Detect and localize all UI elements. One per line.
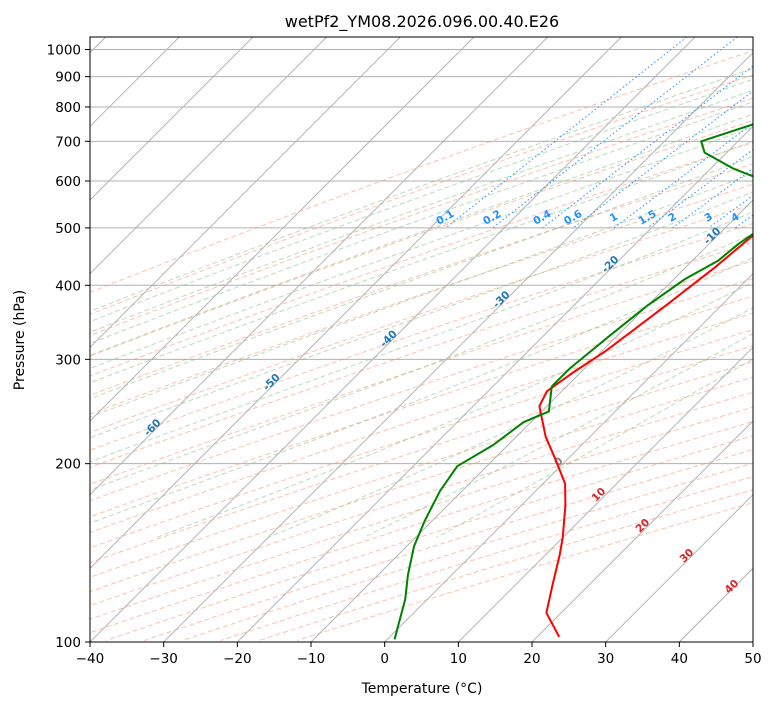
y-axis-title: Pressure (hPa) xyxy=(12,290,28,390)
moist-adiabat xyxy=(90,156,753,400)
isotherm-line xyxy=(90,37,254,201)
y-tick-label: 100 xyxy=(55,635,81,651)
y-tick-label: 500 xyxy=(55,221,81,237)
dry-adiabat xyxy=(258,489,753,641)
x-tick-label: −10 xyxy=(297,651,326,667)
isotherm-line xyxy=(90,37,401,349)
dry-adiabat xyxy=(90,391,753,607)
moist-adiabat xyxy=(90,211,753,463)
y-tick-label: 400 xyxy=(55,278,81,294)
mixing-ratio-line xyxy=(613,122,753,229)
dry-adiabat xyxy=(220,476,753,641)
data-lines xyxy=(393,123,753,640)
y-axis: 100 200 300 400 500 600 700 800 900 1000 xyxy=(47,43,90,651)
isotherm-line xyxy=(531,420,753,642)
isotherm-line xyxy=(236,125,753,642)
dry-adiabat xyxy=(90,260,753,485)
dry-adiabat xyxy=(90,97,753,337)
y-tick-label: 900 xyxy=(55,70,81,86)
isotherm-line xyxy=(90,37,328,275)
isotherm-line xyxy=(163,51,753,642)
x-tick-label: 0 xyxy=(380,651,389,667)
chart-title: wetPf2_YM08.2026.096.00.40.E26 xyxy=(285,12,559,32)
dry-adiabat xyxy=(90,406,753,620)
isotherm-line xyxy=(605,493,753,642)
y-tick-label: 1000 xyxy=(47,43,81,59)
dry-adiabat xyxy=(90,312,753,533)
isotherm-line xyxy=(90,37,696,642)
dry-adiabat xyxy=(90,142,753,377)
mixing-ratio-line xyxy=(542,65,753,229)
x-axis: −40 −30 −20 −10 0 10 20 30 40 50 xyxy=(76,642,762,667)
dry-adiabat xyxy=(90,183,753,415)
moist-adiabat xyxy=(90,191,753,439)
dry-adiabat xyxy=(90,376,753,593)
y-tick-label: 300 xyxy=(55,352,81,368)
x-tick-label: −30 xyxy=(149,651,178,667)
dry-adiabat xyxy=(90,120,753,357)
isotherm-line xyxy=(90,37,549,496)
dry-adiabat xyxy=(90,295,753,518)
isotherm-line xyxy=(310,199,753,642)
x-tick-label: 50 xyxy=(744,651,761,667)
dry-adiabat xyxy=(90,74,753,315)
moist-adiabat xyxy=(90,67,753,312)
x-tick-label: 20 xyxy=(523,651,540,667)
moist-adiabat xyxy=(90,101,753,344)
dry-adiabat xyxy=(90,420,753,634)
dry-adiabat xyxy=(90,329,753,549)
moist-adiabat xyxy=(267,307,753,539)
mixing-ratio-line xyxy=(445,37,688,229)
y-tick-label: 200 xyxy=(55,457,81,473)
isotherm-line xyxy=(90,37,622,570)
dewpoint-line xyxy=(393,123,753,640)
isotherm-line xyxy=(457,346,753,642)
x-tick-label: 10 xyxy=(450,651,467,667)
y-tick-label: 800 xyxy=(55,100,81,116)
x-axis-title: Temperature (°C) xyxy=(361,681,483,697)
x-tick-label: −20 xyxy=(223,651,252,667)
y-tick-label: 700 xyxy=(55,134,81,150)
x-tick-label: 30 xyxy=(597,651,614,667)
x-tick-label: −40 xyxy=(76,651,105,667)
plot-frame xyxy=(89,36,754,643)
temperature-line xyxy=(538,234,753,638)
dry-adiabat xyxy=(297,502,753,641)
isotherm-line xyxy=(384,272,753,642)
background-lines xyxy=(90,37,753,642)
x-tick-label: 40 xyxy=(671,651,688,667)
isotherm-line xyxy=(90,37,475,422)
moist-adiabat xyxy=(90,140,753,384)
dry-adiabat xyxy=(90,223,753,451)
y-tick-label: 600 xyxy=(55,174,81,190)
